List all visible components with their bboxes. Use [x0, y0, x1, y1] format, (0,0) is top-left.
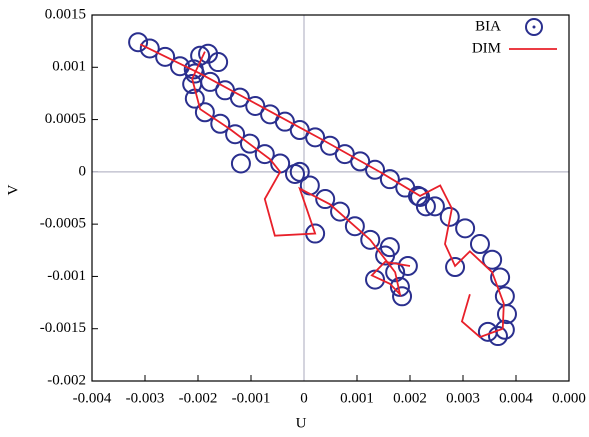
data-point	[482, 249, 503, 270]
x-tick-label: -0.002	[179, 390, 218, 406]
data-point	[194, 102, 215, 123]
data-point	[379, 237, 400, 258]
x-axis-label: U	[296, 415, 307, 431]
data-point	[397, 255, 418, 276]
y-tick-label: 0	[79, 163, 87, 179]
data-point	[182, 74, 203, 95]
data-point	[445, 257, 466, 278]
legend-label: BIA	[475, 18, 501, 34]
data-point	[487, 326, 508, 347]
x-tick-label: 0.003	[446, 390, 480, 406]
data-point	[490, 267, 511, 288]
data-point	[350, 151, 371, 172]
data-point	[392, 286, 413, 307]
data-point	[139, 38, 160, 59]
y-axis-label: V	[5, 184, 21, 195]
data-point	[254, 144, 275, 165]
data-point	[230, 153, 251, 174]
x-tick-label: -0.003	[126, 390, 165, 406]
y-tick-label: 0.0005	[45, 111, 86, 127]
data-point	[128, 32, 149, 53]
data-line	[191, 51, 411, 298]
legend-label: DIM	[472, 40, 501, 56]
y-tick-label: 0.001	[52, 59, 86, 75]
data-point	[389, 276, 410, 297]
data-line	[139, 43, 505, 339]
x-tick-label: 0.001	[340, 390, 374, 406]
data-point	[229, 87, 250, 108]
data-point	[365, 159, 386, 180]
x-tick-label: 0.000	[552, 390, 586, 406]
y-tick-label: -0.001	[47, 268, 86, 284]
data-point	[344, 216, 365, 237]
data-point	[415, 196, 436, 217]
y-tick-label: 0.0015	[45, 6, 86, 22]
x-tick-label: -0.004	[73, 390, 112, 406]
data-point	[379, 169, 400, 190]
data-point	[319, 135, 340, 156]
data-point	[496, 304, 517, 325]
data-point	[455, 218, 476, 239]
data-point	[225, 124, 246, 145]
legend-marker-dot	[532, 25, 536, 29]
data-point	[424, 196, 445, 217]
data-point	[477, 321, 498, 342]
data-point	[305, 127, 326, 148]
data-point	[245, 95, 266, 116]
data-point	[469, 234, 490, 255]
x-tick-label: 0.002	[393, 390, 427, 406]
data-point	[315, 189, 336, 210]
data-point	[210, 113, 231, 134]
data-point	[190, 45, 211, 66]
data-point	[239, 133, 260, 154]
y-tick-label: -0.0005	[40, 216, 86, 232]
data-point	[330, 201, 351, 222]
data-point	[155, 46, 176, 67]
x-tick-label: 0.004	[499, 390, 533, 406]
data-point	[289, 161, 310, 182]
data-point	[365, 269, 386, 290]
data-point	[183, 59, 204, 80]
data-point	[208, 52, 229, 73]
y-tick-label: -0.002	[47, 372, 86, 388]
data-point	[439, 206, 460, 227]
y-tick-label: -0.0015	[40, 320, 86, 336]
plot-frame	[91, 14, 570, 382]
data-point	[274, 111, 295, 132]
data-point	[360, 229, 381, 250]
x-tick-label: 0	[300, 390, 308, 406]
legend-marker	[525, 18, 543, 36]
x-tick-label: -0.001	[232, 390, 271, 406]
